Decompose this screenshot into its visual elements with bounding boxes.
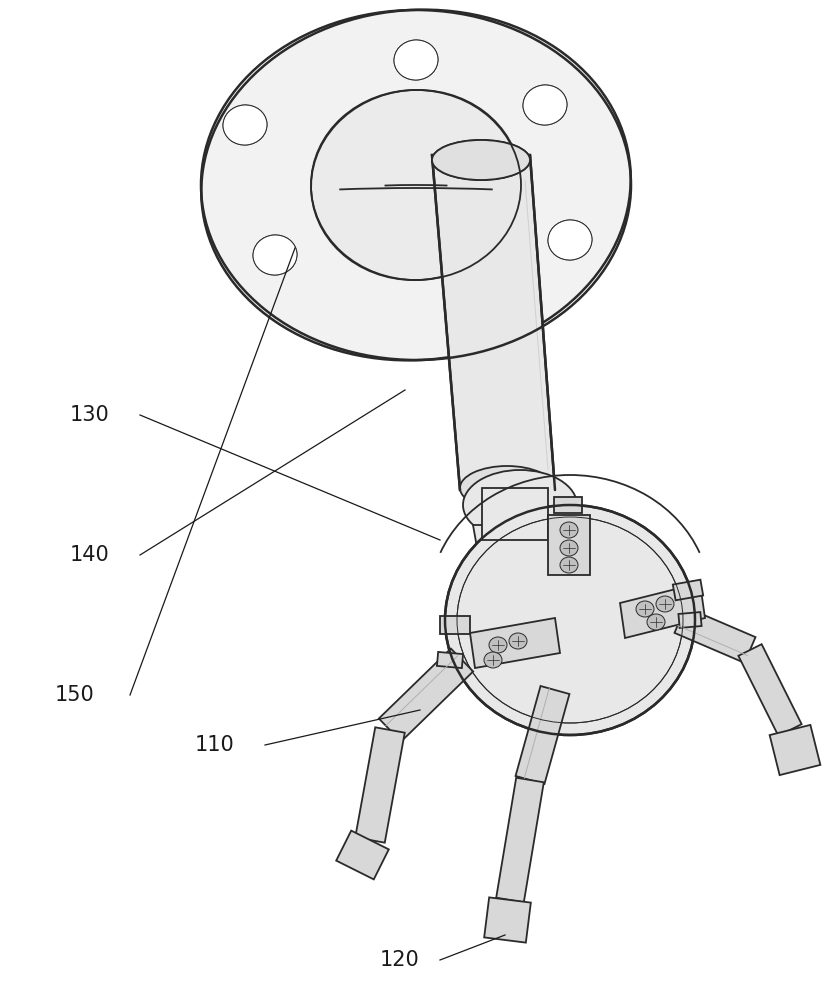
Text: 150: 150 [55,685,95,705]
Ellipse shape [432,140,530,180]
Text: 110: 110 [195,735,235,755]
Ellipse shape [201,10,631,360]
Ellipse shape [636,601,654,617]
Polygon shape [336,831,389,879]
Ellipse shape [560,557,578,573]
Polygon shape [484,897,531,943]
Polygon shape [470,618,560,668]
Polygon shape [770,725,820,775]
Ellipse shape [560,540,578,556]
Ellipse shape [253,235,297,275]
Polygon shape [437,652,463,668]
Polygon shape [355,727,404,843]
Ellipse shape [394,40,438,80]
Text: 120: 120 [380,950,420,970]
Ellipse shape [394,40,438,80]
Ellipse shape [460,466,554,510]
Ellipse shape [548,220,592,260]
Ellipse shape [463,470,577,540]
Ellipse shape [253,235,297,275]
Ellipse shape [223,105,267,145]
Ellipse shape [656,596,674,612]
Text: 140: 140 [70,545,110,565]
Ellipse shape [484,652,502,668]
Ellipse shape [432,140,530,180]
Ellipse shape [560,522,578,538]
Ellipse shape [523,85,567,125]
Polygon shape [516,686,569,784]
Polygon shape [379,649,473,741]
Polygon shape [673,580,703,600]
Ellipse shape [223,105,267,145]
Ellipse shape [445,505,695,735]
Ellipse shape [647,614,665,630]
Ellipse shape [523,85,567,125]
Polygon shape [496,778,544,902]
Text: 130: 130 [70,405,110,425]
Polygon shape [678,612,701,628]
Ellipse shape [311,90,521,280]
Polygon shape [620,583,705,638]
Polygon shape [675,607,755,663]
Polygon shape [548,515,590,575]
Ellipse shape [548,220,592,260]
Polygon shape [482,488,548,540]
Ellipse shape [509,633,527,649]
Polygon shape [440,616,470,634]
Polygon shape [738,644,801,736]
Polygon shape [473,525,567,570]
Polygon shape [432,155,555,490]
Ellipse shape [489,637,507,653]
Polygon shape [554,497,582,513]
